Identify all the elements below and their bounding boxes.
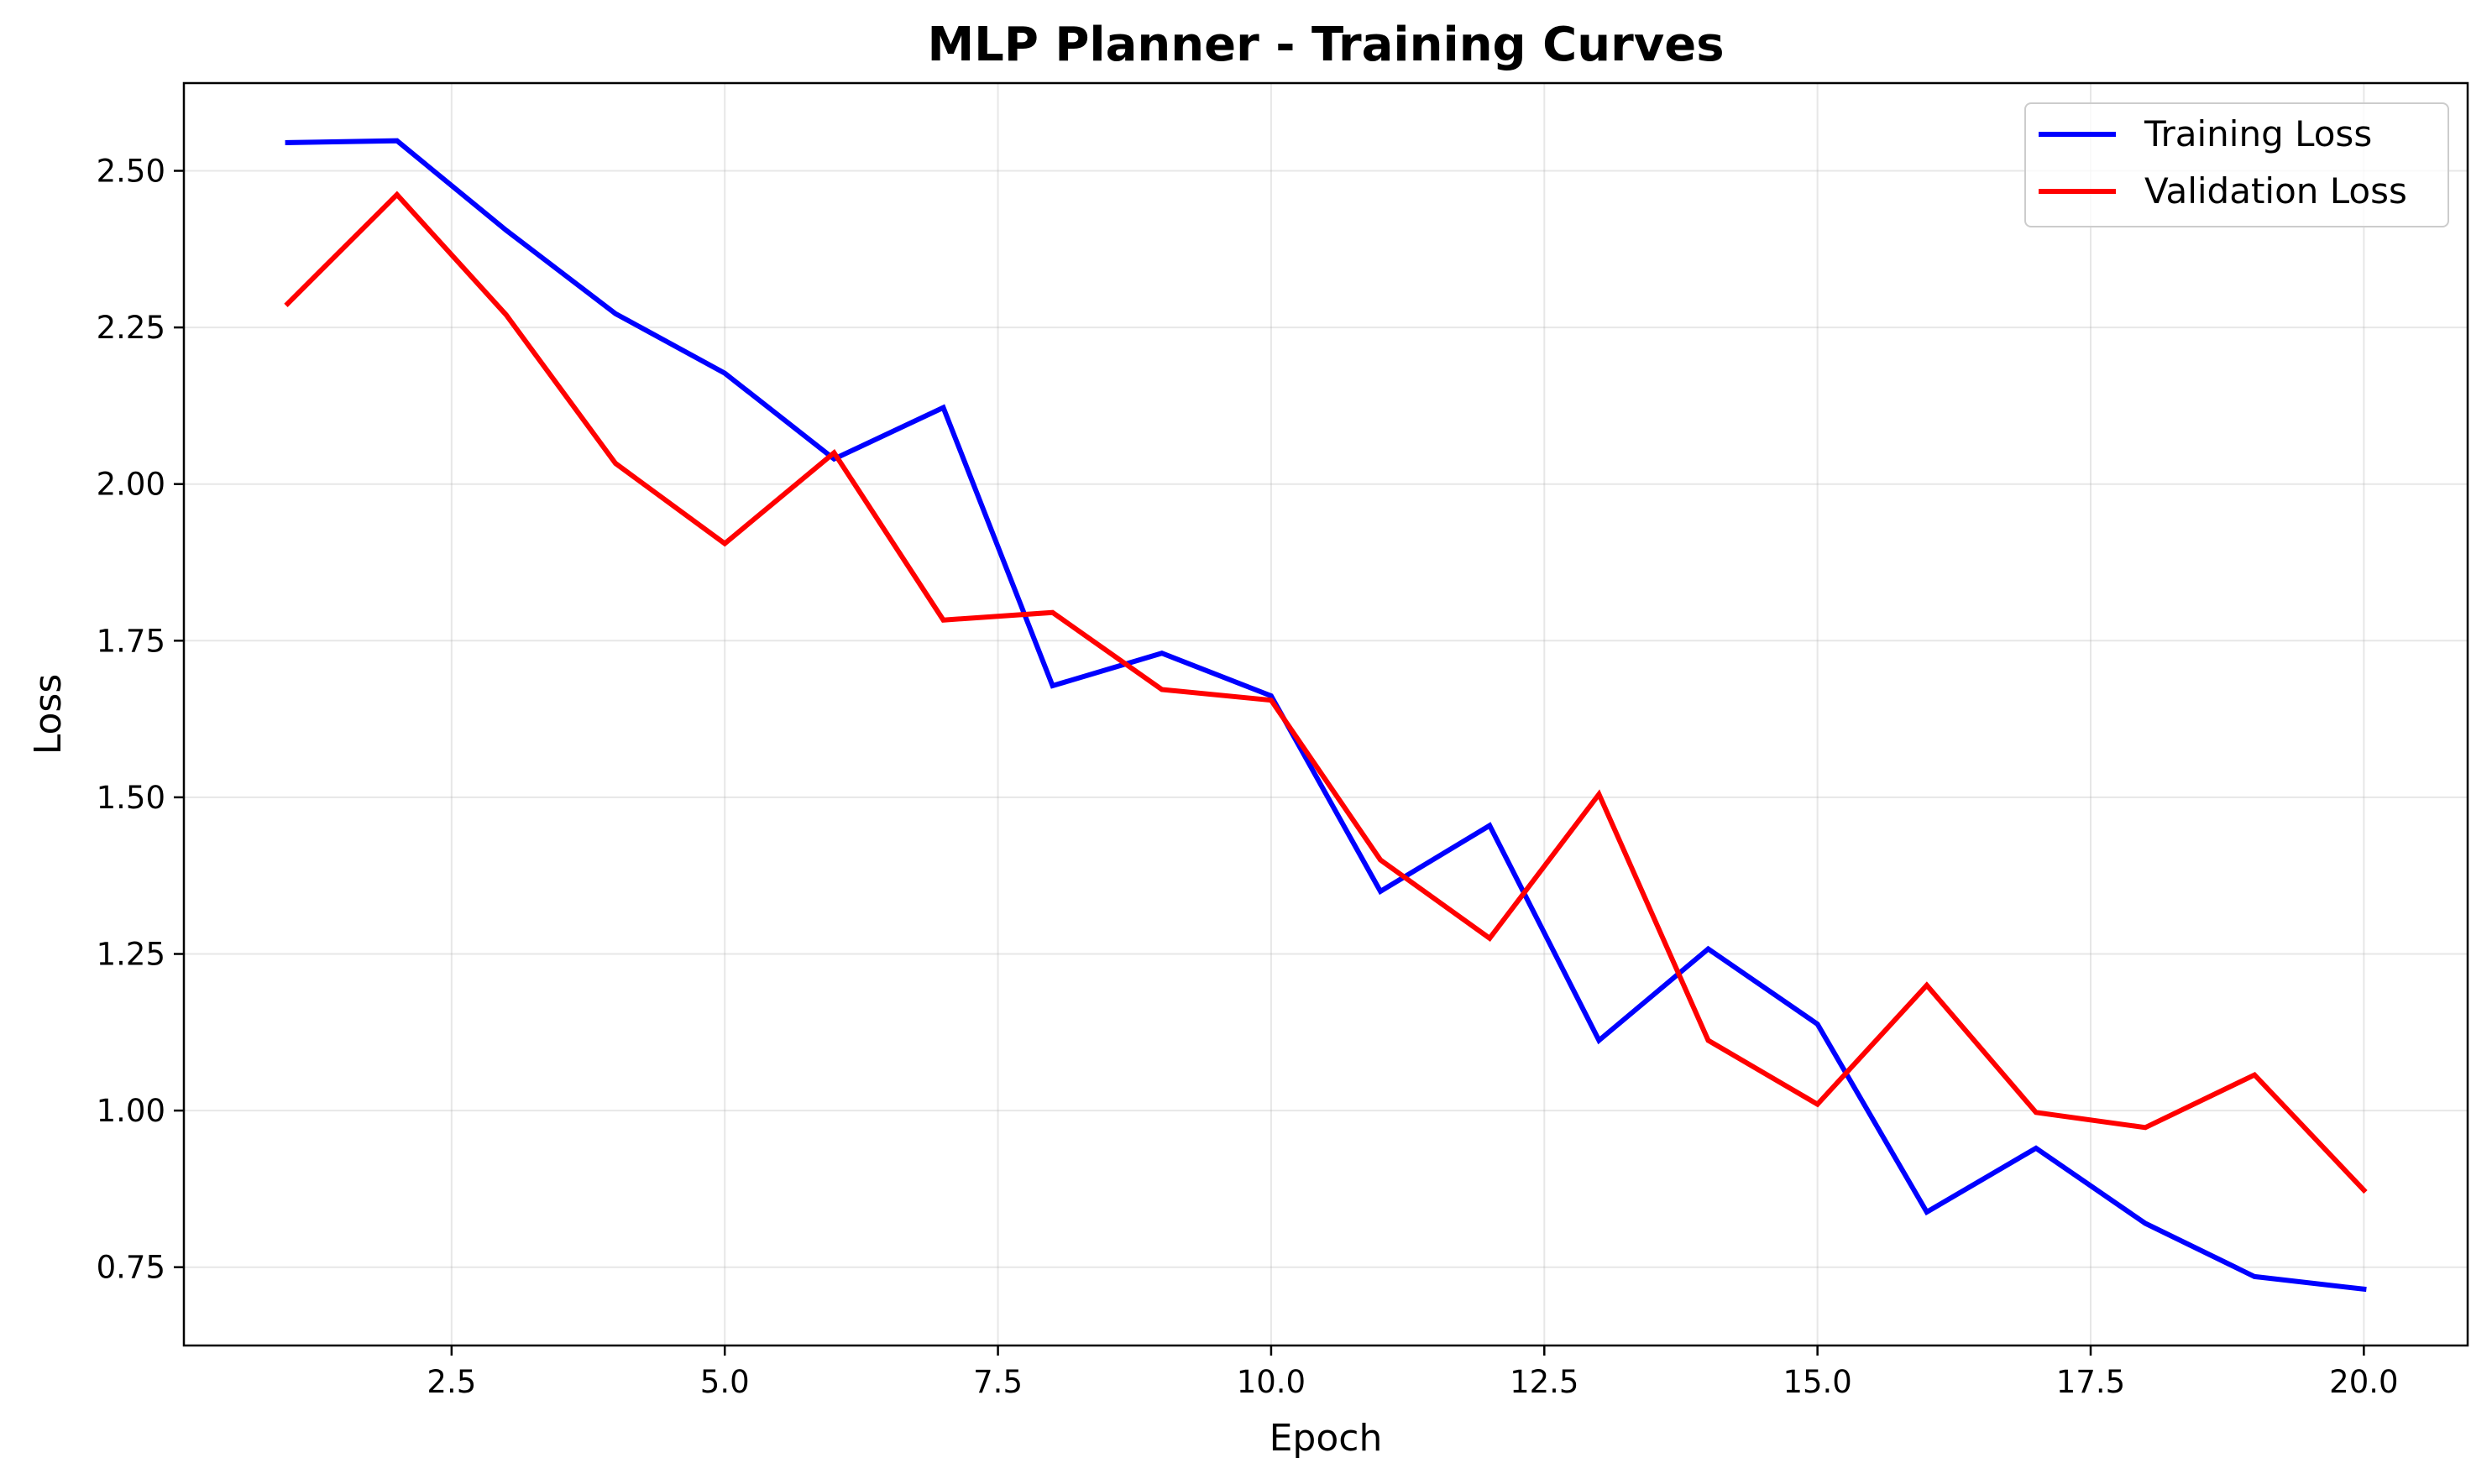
y-axis-label: Loss <box>27 674 70 755</box>
x-tick-label: 7.5 <box>973 1364 1023 1400</box>
x-tick-label: 20.0 <box>2329 1364 2398 1400</box>
chart-title: MLP Planner - Training Curves <box>927 18 1724 72</box>
y-tick-label: 0.75 <box>97 1250 165 1286</box>
x-tick-label: 2.5 <box>427 1364 476 1400</box>
x-tick-label: 12.5 <box>1510 1364 1578 1400</box>
legend: Training Loss Validation Loss <box>2024 102 2449 227</box>
x-axis-label: Epoch <box>1270 1417 1383 1460</box>
series-line-training-loss <box>285 138 2367 1293</box>
x-tick-label: 10.0 <box>1237 1364 1306 1400</box>
y-tick-label: 1.25 <box>97 936 165 972</box>
series-lines <box>284 138 2368 1293</box>
x-axis-ticks: 2.5 5.0 7.5 10.0 12.5 15.0 17.5 20.0 <box>427 1346 2399 1400</box>
legend-label-validation-loss: Validation Loss <box>2144 170 2407 212</box>
y-axis-ticks: 0.75 1.00 1.25 1.50 1.75 2.00 2.25 2.50 <box>97 153 184 1286</box>
y-tick-label: 1.00 <box>97 1093 165 1129</box>
x-tick-label: 15.0 <box>1783 1364 1851 1400</box>
legend-box <box>2024 102 2449 227</box>
y-tick-label: 1.75 <box>97 623 165 659</box>
y-tick-label: 2.00 <box>97 467 165 503</box>
legend-label-training-loss: Training Loss <box>2144 113 2372 154</box>
y-tick-label: 2.25 <box>97 310 165 346</box>
y-tick-label: 1.50 <box>97 780 165 816</box>
x-tick-label: 17.5 <box>2056 1364 2125 1400</box>
grid <box>184 83 2468 1346</box>
x-tick-label: 5.0 <box>700 1364 750 1400</box>
y-tick-label: 2.50 <box>97 153 165 189</box>
series-line-validation-loss <box>284 191 2368 1194</box>
plot-frame <box>182 81 2469 1347</box>
